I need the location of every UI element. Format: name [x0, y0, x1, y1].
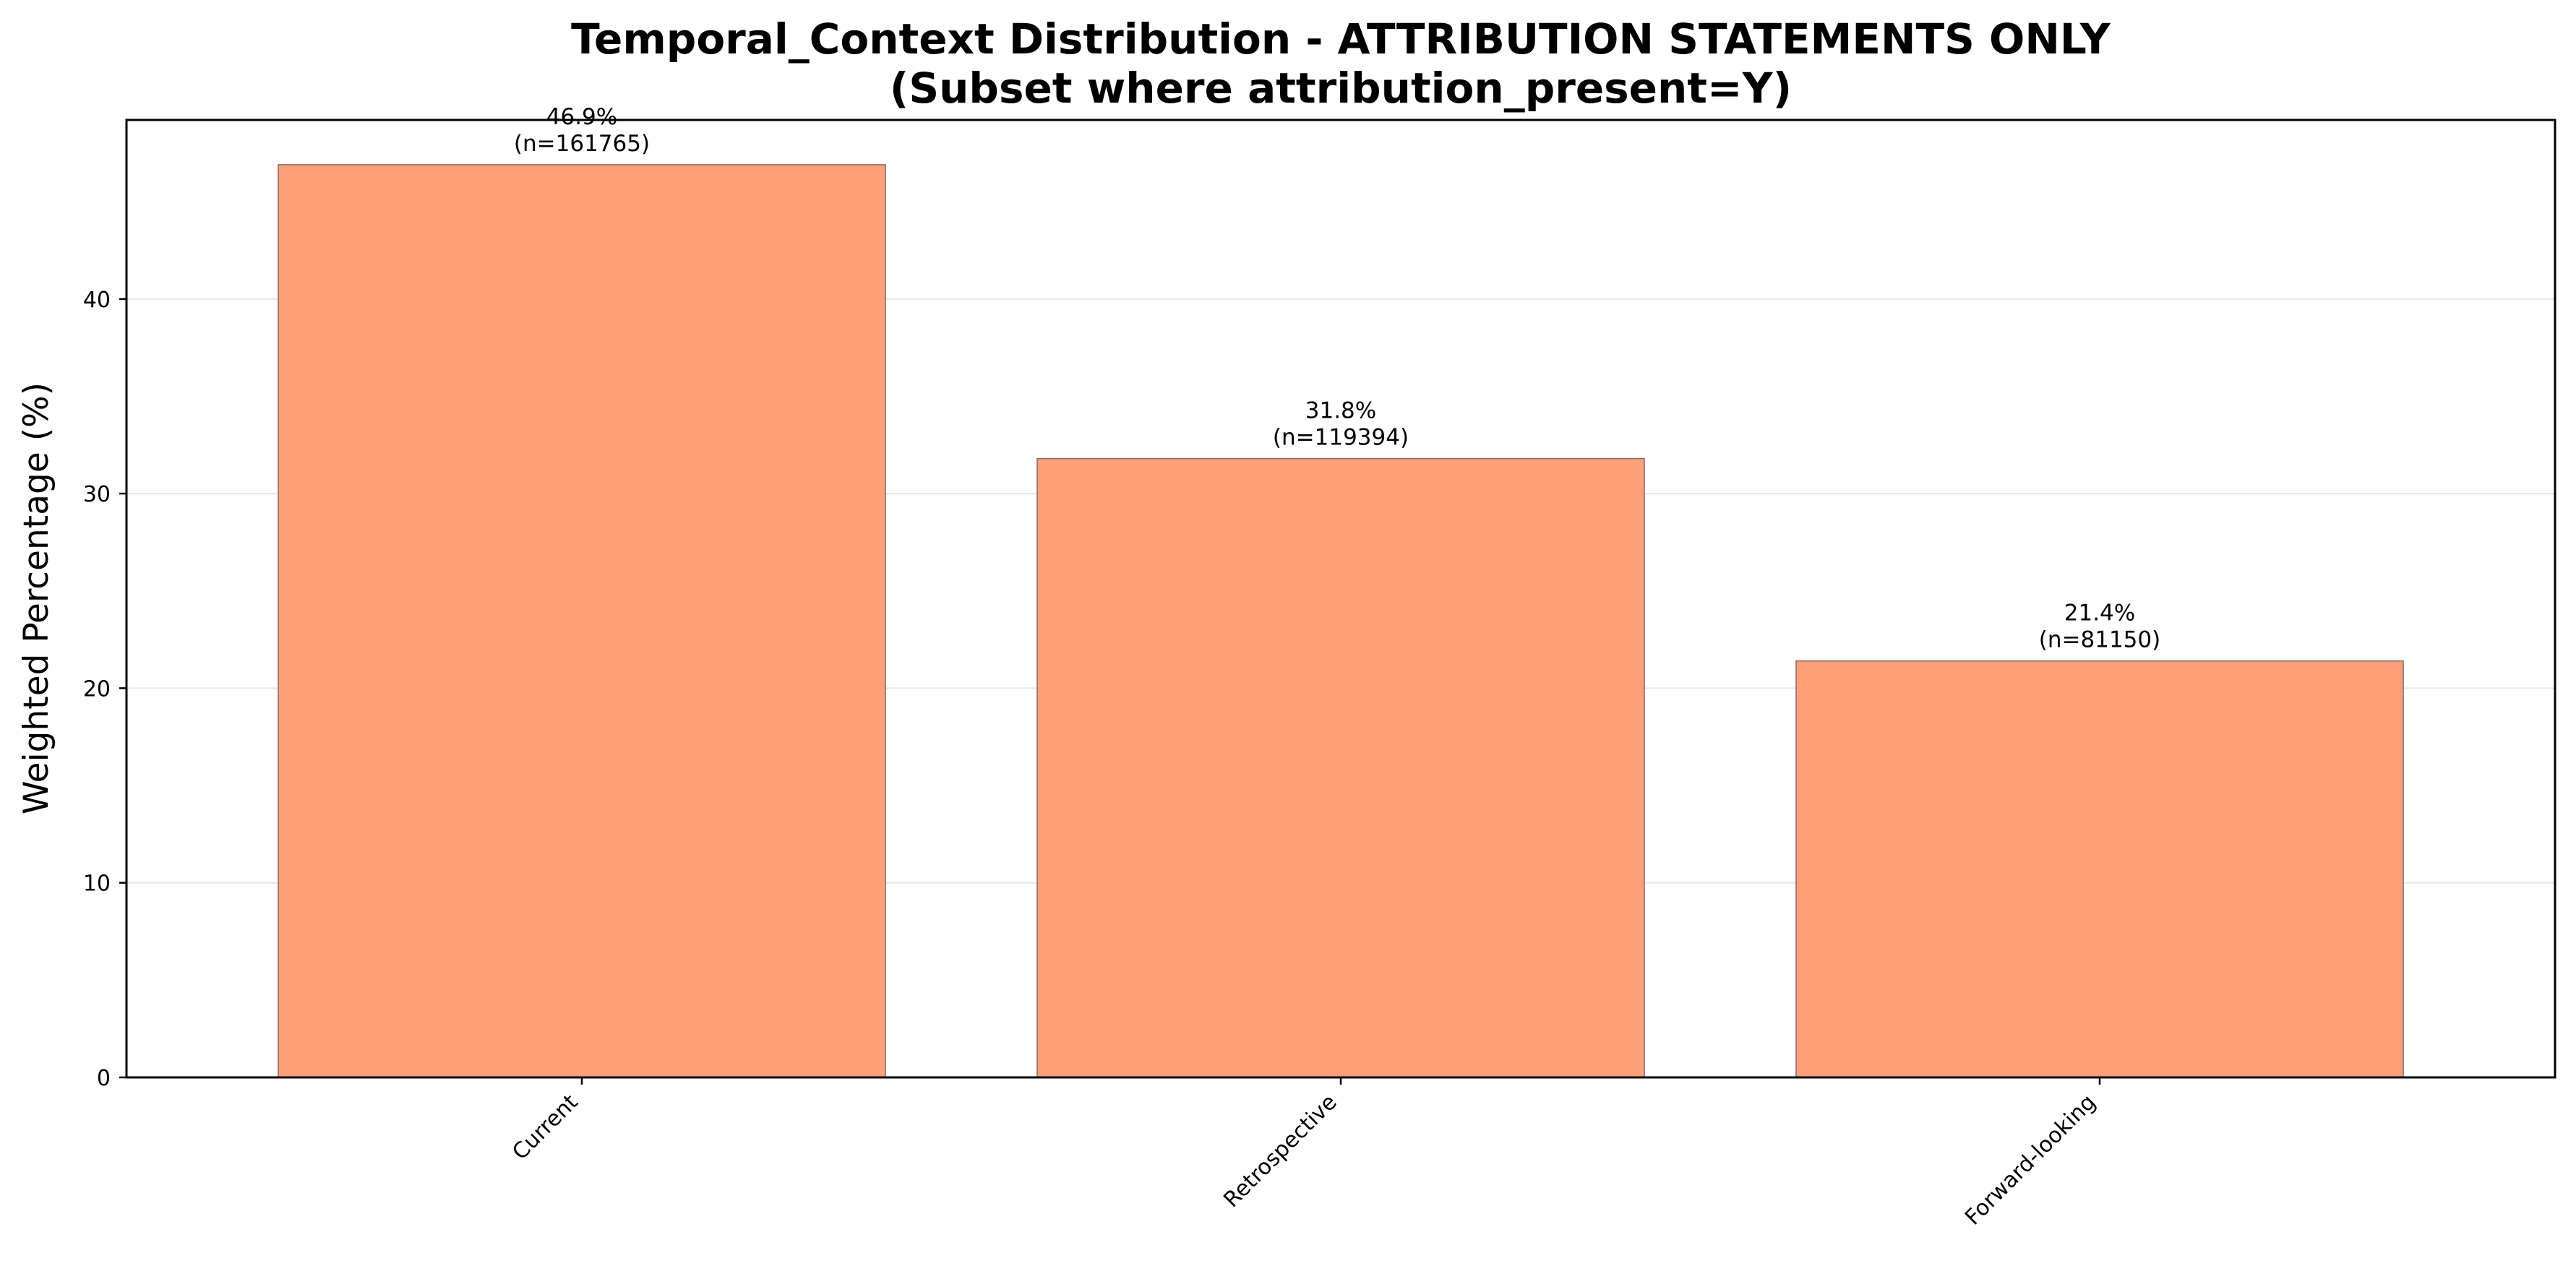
bar-count-label: (n=81150)	[2039, 627, 2160, 653]
bar-value-label: 21.4%	[2064, 600, 2135, 626]
bar-value-label: 31.8%	[1305, 398, 1376, 424]
y-tick-label: 10	[83, 871, 111, 897]
bar-current	[278, 164, 886, 1078]
bar-value-label: 46.9%	[546, 104, 617, 130]
bars	[278, 164, 2404, 1078]
bar-retrospective	[1036, 457, 1645, 1078]
bar-count-label: (n=161765)	[514, 131, 650, 157]
y-axis-label: Weighted Percentage (%)	[17, 382, 56, 814]
chart-title: Temporal_Context Distribution - ATTRIBUT…	[571, 14, 2111, 64]
bar-count-label: (n=119394)	[1273, 425, 1409, 451]
data-labels: 46.9%(n=161765) 31.8%(n=119394) 21.4%(n=81…	[514, 104, 2160, 653]
y-tick-label: 20	[83, 676, 111, 702]
y-tick-label: 30	[83, 482, 111, 507]
bar-forward-looking	[1795, 660, 2404, 1078]
y-tick-label: 0	[97, 1066, 111, 1091]
y-axis-ticks: 0 10 20 30 40	[83, 288, 126, 1091]
chart-subtitle: (Subset where attribution_present=Y)	[890, 64, 1792, 113]
y-tick-label: 40	[83, 288, 111, 313]
